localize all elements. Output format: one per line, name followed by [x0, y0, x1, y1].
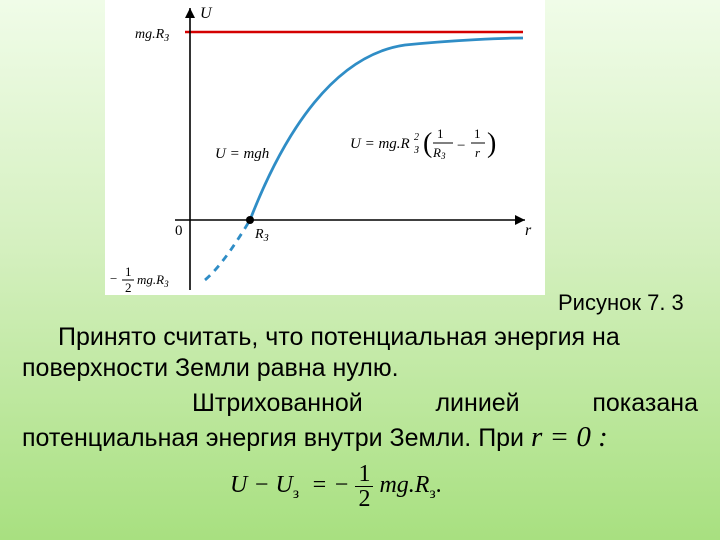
curve-solid: [250, 38, 523, 220]
x-axis-arrow: [515, 215, 525, 225]
svg-text:2: 2: [125, 280, 132, 295]
svg-text:1: 1: [125, 264, 132, 279]
neg-y-label: − 1 2 mg.RЗ: [110, 264, 169, 295]
figure-caption: Рисунок 7. 3: [558, 290, 684, 316]
inline-r-eq-0: r = 0 :: [531, 421, 608, 453]
svg-text:mg.RЗ: mg.RЗ: [137, 272, 169, 289]
para1-text: Принято считать, что потенциальная энерг…: [22, 323, 620, 382]
paragraph-2: Штрихованной линией показана потенциальн…: [22, 388, 698, 456]
origin-label: 0: [175, 223, 183, 239]
curve-dashed: [205, 220, 250, 280]
final-formula: U − Uз = − 12 mg.Rз.: [230, 462, 442, 511]
y-axis-arrow: [185, 8, 195, 18]
y-axis-label: U: [200, 5, 213, 22]
svg-text:−: −: [457, 138, 465, 154]
svg-text:З: З: [414, 145, 419, 156]
formula-left: U = mgh: [215, 146, 269, 162]
svg-text:1: 1: [474, 126, 481, 141]
svg-text:RЗ: RЗ: [432, 145, 446, 161]
formula-right: U = mg.R 2 З ( 1 RЗ − 1 r ): [350, 126, 496, 161]
svg-text:r: r: [475, 145, 481, 160]
asymptote-label: mg.RЗ: [135, 27, 169, 44]
svg-text:1: 1: [437, 126, 444, 141]
graph-svg: U r 0 mg.RЗ RЗ U = mgh U = mg.R 2 З ( 1 …: [105, 0, 545, 295]
x-axis-label: r: [525, 222, 532, 239]
svg-text:−: −: [110, 271, 117, 286]
svg-text:): ): [487, 128, 496, 159]
svg-text:(: (: [423, 128, 432, 159]
r3-label: RЗ: [254, 227, 269, 244]
r3-marker: [246, 216, 254, 224]
graph-panel: U r 0 mg.RЗ RЗ U = mgh U = mg.R 2 З ( 1 …: [105, 0, 545, 295]
svg-text:U = mg.R: U = mg.R: [350, 136, 410, 152]
paragraph-1: Принято считать, что потенциальная энерг…: [22, 322, 698, 385]
svg-text:2: 2: [414, 132, 419, 143]
